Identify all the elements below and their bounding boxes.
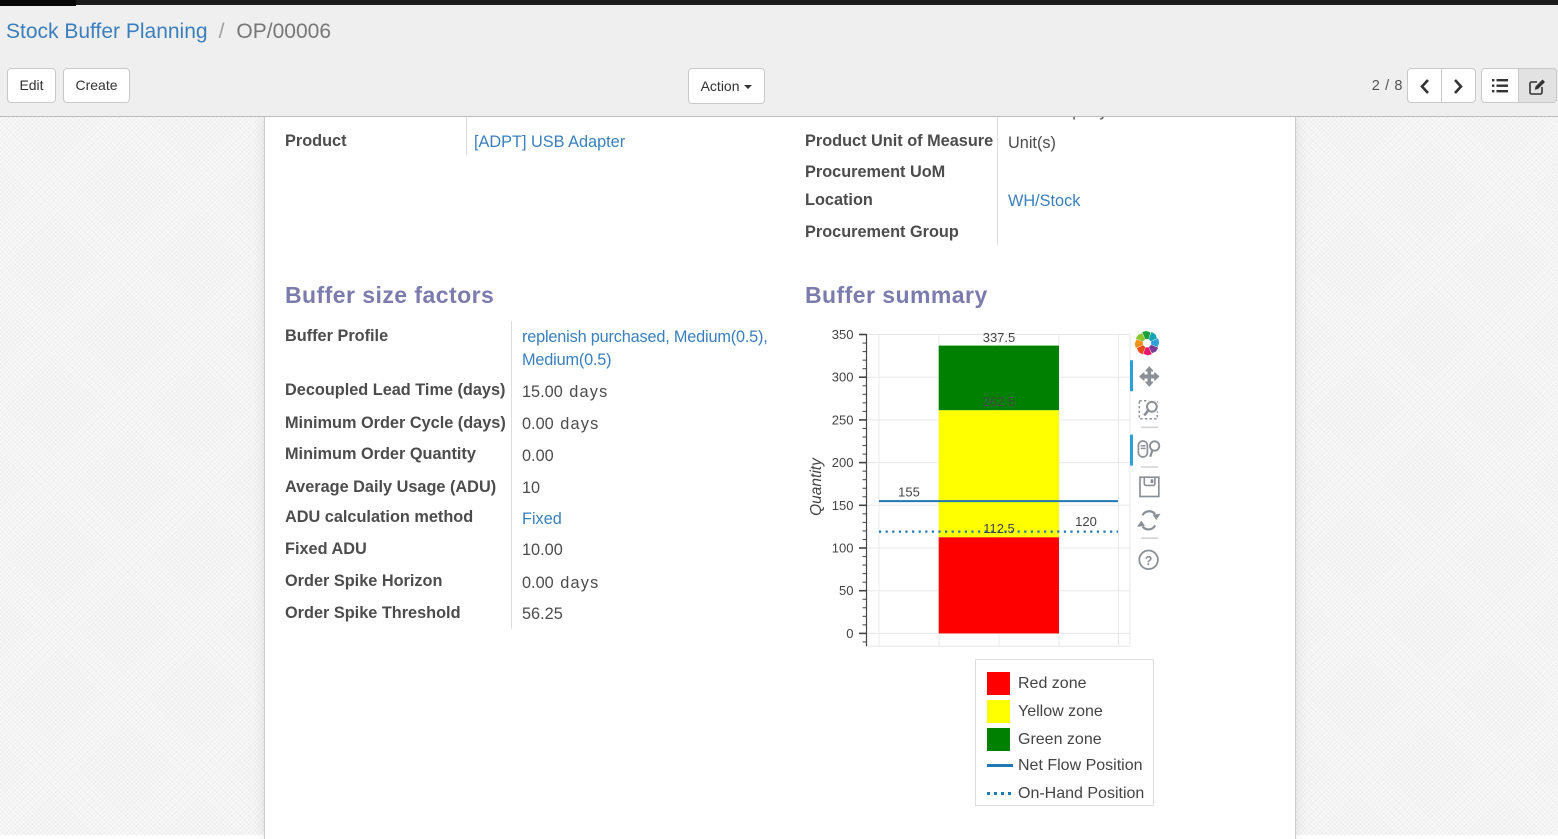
svg-text:100: 100 bbox=[832, 541, 854, 556]
svg-text:350: 350 bbox=[832, 327, 854, 342]
svg-text:200: 200 bbox=[832, 455, 854, 470]
svg-text:Quantity: Quantity bbox=[808, 457, 825, 516]
svg-text:50: 50 bbox=[839, 583, 853, 598]
svg-text:0: 0 bbox=[846, 626, 853, 641]
svg-text:262.5: 262.5 bbox=[983, 394, 1016, 409]
svg-text:300: 300 bbox=[832, 370, 854, 385]
svg-text:?: ? bbox=[1145, 554, 1153, 568]
svg-text:150: 150 bbox=[832, 498, 854, 513]
svg-text:120: 120 bbox=[1075, 514, 1097, 529]
svg-text:112.5: 112.5 bbox=[983, 521, 1015, 536]
svg-text:337.5: 337.5 bbox=[983, 330, 1016, 345]
svg-text:250: 250 bbox=[832, 412, 854, 427]
svg-text:155: 155 bbox=[898, 485, 920, 500]
